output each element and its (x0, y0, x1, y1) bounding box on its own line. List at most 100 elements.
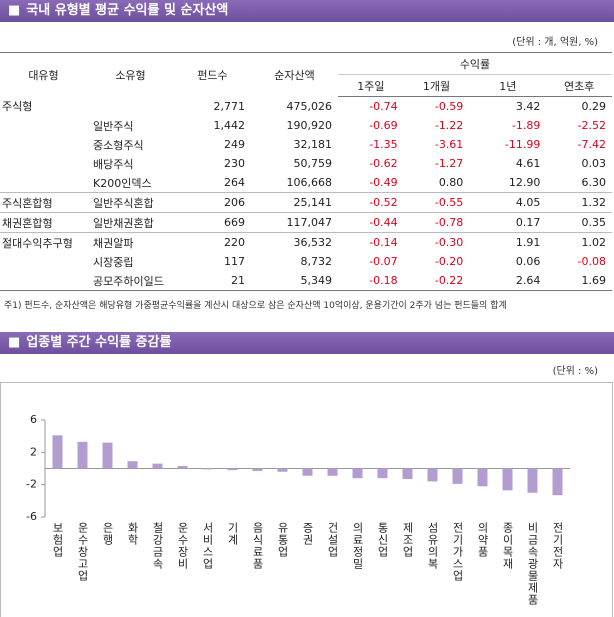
section-header: ■ 국내 유형별 평균 수익률 및 순자산액 (0, 0, 614, 22)
table-cell (0, 154, 87, 173)
bar (127, 461, 138, 469)
table-cell: 50,759 (293, 157, 333, 170)
table-cell: 6.30 (581, 176, 607, 189)
table-cell: 채권혼합형 (0, 212, 87, 233)
column-header: 대유형 (0, 52, 87, 97)
x-tick-label: 은행 (101, 522, 114, 546)
table-row: 시장중립 117 8,732 -0.07 -0.20 0.06 -0.08 (0, 252, 612, 271)
table-cell: 0.35 (546, 212, 612, 233)
footnote: 주1) 펀드수, 순자산액은 해당유형 가중평균수익률을 계산시 대상으로 삼은… (4, 301, 507, 311)
x-tick-label: 통신업 (376, 522, 389, 558)
column-header: 펀드수 (174, 52, 251, 97)
table-cell (0, 135, 87, 154)
bar (352, 468, 363, 479)
bar (477, 468, 488, 487)
table-cell: 4.05 (469, 192, 547, 213)
table-cell: 주식형 (2, 100, 33, 114)
table-cell: -1.35 (369, 138, 398, 151)
table-cell: 0.80 (438, 176, 464, 189)
x-tick-label: 종이목재 (501, 522, 514, 570)
table-cell: -0.62 (369, 157, 398, 170)
x-tick-label: 유통업 (276, 522, 289, 558)
table-cell: -0.55 (403, 192, 470, 213)
table-cell (0, 116, 87, 135)
table-row: 공모주하이일드 21 5,349 -0.18 -0.22 2.64 1.69 (0, 271, 612, 291)
table-cell: -7.42 (577, 138, 606, 151)
x-tick-label: 비금속광물제품 (526, 522, 539, 606)
bar (502, 468, 513, 491)
table-cell: 1,442 (213, 119, 246, 132)
table-cell: -0.74 (369, 100, 398, 113)
bar (302, 468, 313, 476)
table-cell: -0.59 (434, 100, 464, 113)
table-cell: 32,181 (293, 138, 333, 151)
table-cell: -0.30 (403, 232, 470, 252)
x-tick-label: 운수장비 (176, 522, 189, 570)
table-cell (87, 97, 174, 117)
table-cell: 8,732 (300, 255, 333, 268)
table-cell: -2.52 (577, 119, 606, 132)
section-header: ■ 업종별 주간 수익률 증감률 (0, 332, 614, 354)
table-cell: 264 (224, 176, 245, 189)
table-cell: 106,668 (286, 176, 333, 189)
table-cell: 230 (224, 157, 245, 170)
table-cell: -11.99 (504, 138, 541, 151)
section-title: 업종별 주간 수익률 증감률 (26, 335, 172, 350)
bar (527, 468, 538, 493)
table-cell: -0.14 (338, 232, 404, 252)
bar (102, 442, 113, 469)
y-tick-label: 6 (30, 413, 37, 426)
column-header: 1주일 (338, 74, 404, 97)
x-tick-label: 의료정밀 (351, 522, 364, 570)
table-cell: 206 (174, 192, 251, 213)
table-row: 배당주식 230 50,759 -0.62 -1.27 4.61 0.03 (0, 154, 612, 173)
column-header: 수익률 (338, 52, 612, 75)
y-tick-label: -6 (26, 510, 37, 523)
table-cell: -0.08 (577, 255, 606, 268)
table-cell: 12.90 (508, 176, 541, 189)
table-cell: 배당주식 (93, 157, 134, 171)
table-cell: 249 (224, 138, 245, 151)
table-cell (0, 173, 87, 193)
table-cell: 190,920 (286, 119, 333, 132)
table-cell: 1.91 (469, 232, 547, 252)
x-tick-label: 증권 (301, 522, 314, 546)
table-cell: -0.07 (369, 255, 398, 268)
table-row: 절대수익추구형 채권알파 220 36,532 -0.14 -0.30 1.91 1.02 (0, 232, 612, 252)
table-cell: 475,026 (286, 99, 333, 113)
table-cell: 0.29 (581, 100, 607, 113)
table-cell: 주식혼합형 (0, 192, 87, 213)
header-row: 대유형 소유형 펀드수 순자산액 수익률 (0, 52, 612, 97)
table-cell: -0.69 (369, 119, 398, 132)
table-cell: 절대수익추구형 (0, 232, 87, 252)
x-tick-label: 기계 (226, 522, 239, 546)
table-cell: -0.22 (403, 271, 470, 291)
column-header: 1개월 (403, 74, 470, 97)
x-tick-label: 운수창고업 (76, 522, 89, 582)
bar (377, 468, 388, 479)
x-tick-label: 전기전자 (551, 522, 564, 570)
table-cell: 2,771 (213, 99, 246, 113)
table-cell: 117,047 (251, 212, 338, 233)
column-header: 소유형 (87, 52, 174, 97)
table-cell: 21 (174, 271, 251, 291)
x-tick-label: 제조업 (401, 522, 414, 558)
table-cell: 3.42 (515, 100, 541, 113)
bar (277, 468, 288, 472)
header-row: 1주일 1개월 1년 연초후 (0, 74, 612, 97)
bar (452, 468, 463, 484)
unit-note: (단위 : 개, 억원, %) (512, 37, 598, 48)
table-cell: 중소형주식 (93, 138, 144, 152)
x-tick-label: 섬유의복 (426, 522, 439, 570)
table-cell: -0.78 (403, 212, 470, 233)
table-cell: -1.22 (434, 119, 464, 132)
x-tick-label: 건설업 (326, 522, 339, 558)
bar (152, 463, 163, 469)
table-body: 주식형 2,771 475,026 -0.74 -0.59 3.42 0.29 일반주식 1,4… (0, 97, 612, 291)
chart: 6 2 -2 -6 보험업 운수창고업 은행 화학 철강금속 운수장비 서비스업 기계 음식료품 유통업 증… (0, 382, 613, 617)
table-cell: 채권알파 (87, 232, 174, 252)
table-cell: -1.89 (511, 119, 541, 132)
bar (177, 466, 188, 469)
